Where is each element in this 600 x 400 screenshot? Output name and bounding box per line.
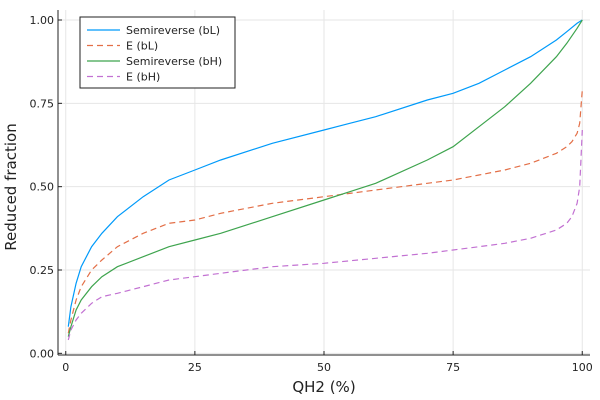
series-lines: [67, 19, 583, 341]
x-tick-label: 75: [446, 361, 460, 374]
series-line-semireverse-bh: [67, 19, 583, 337]
y-tick-label: 0.50: [30, 181, 55, 194]
legend-label: Semireverse (bH): [126, 55, 222, 68]
tick-labels: 0 25 50 75 100 0.00 0.25 0.50 0.75 1.00: [30, 14, 593, 374]
series-line-semireverse-bl: [67, 19, 583, 327]
x-tick-label: 100: [572, 361, 593, 374]
y-tick-label: 0.25: [30, 264, 55, 277]
axes: [57, 10, 590, 356]
y-tick-label: 1.00: [30, 14, 55, 27]
legend-box: [79, 16, 236, 89]
legend-label: Semireverse (bL): [126, 24, 220, 37]
legend-label: E (bL): [126, 40, 158, 53]
legend: Semireverse (bL) E (bL) Semireverse (bH) E …: [79, 16, 236, 89]
y-axis-title: Reduced fraction: [2, 123, 20, 250]
legend-label: E (bH): [126, 71, 160, 84]
x-tick-label: 0: [62, 361, 69, 374]
y-tick-label: 0.00: [30, 347, 55, 360]
x-axis-title: QH2 (%): [292, 378, 355, 396]
x-tick-label: 50: [317, 361, 331, 374]
series-line-e-bh: [67, 129, 583, 341]
y-tick-label: 0.75: [30, 97, 55, 110]
x-tick-label: 25: [188, 361, 202, 374]
